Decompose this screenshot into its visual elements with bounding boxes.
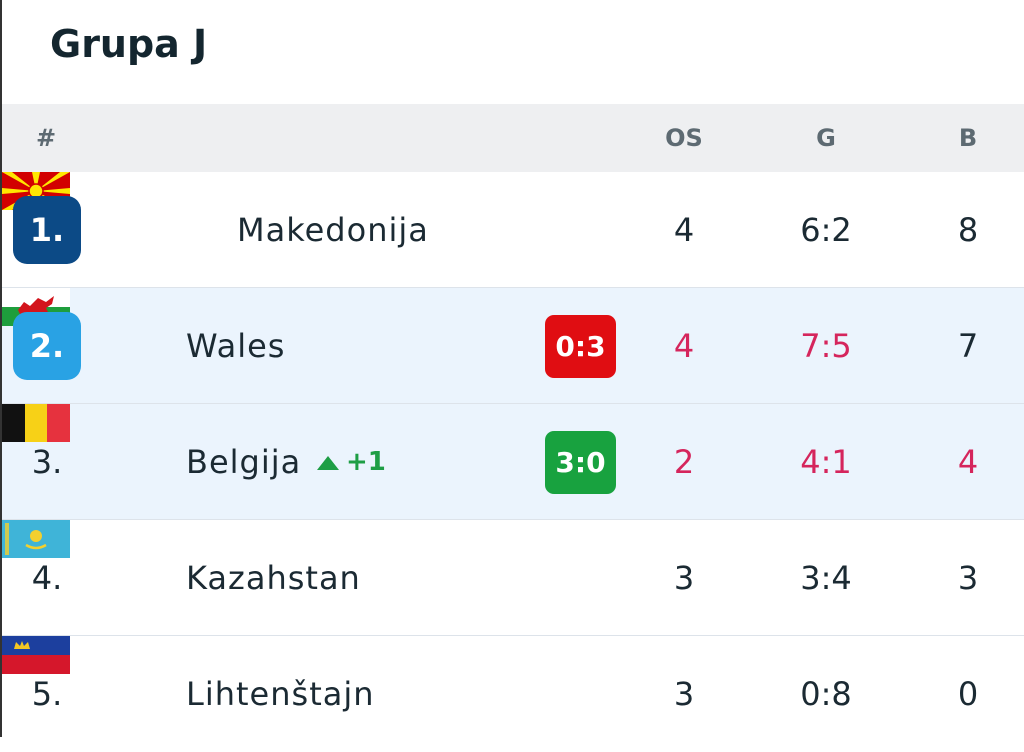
goals: 4:1 bbox=[800, 443, 852, 481]
up-arrow bbox=[317, 456, 339, 470]
goals: 6:2 bbox=[800, 211, 852, 249]
team-name: Lihtenštajn bbox=[186, 675, 375, 713]
rank: 3. bbox=[31, 443, 63, 481]
table-header: # OS G B bbox=[2, 104, 1024, 172]
os: 3 bbox=[673, 675, 695, 713]
header-g: G bbox=[816, 124, 836, 152]
team-name: Belgija bbox=[186, 443, 302, 481]
edge bbox=[0, 0, 2, 737]
points: 8 bbox=[957, 211, 979, 249]
rank: 2. bbox=[13, 312, 81, 380]
points: 7 bbox=[957, 327, 979, 365]
table-row[interactable]: 1. Makedonija 4 6:2 8 bbox=[2, 172, 1024, 288]
header-b: B bbox=[958, 124, 978, 152]
position-change: +1 bbox=[346, 447, 386, 477]
header-os: OS bbox=[665, 124, 703, 152]
points: 4 bbox=[957, 443, 979, 481]
os: 4 bbox=[673, 327, 695, 365]
flag bbox=[2, 636, 70, 674]
os: 2 bbox=[673, 443, 695, 481]
goals: 7:5 bbox=[800, 327, 852, 365]
header-rank: # bbox=[36, 124, 57, 152]
flag bbox=[2, 520, 70, 558]
table-row[interactable]: 5. Lihtenštajn 3 0:8 0 bbox=[2, 636, 1024, 752]
points: 0 bbox=[957, 675, 979, 713]
group-title: Grupa J bbox=[50, 22, 208, 66]
goals: 3:4 bbox=[800, 559, 852, 597]
table-row[interactable]: 2. Wales 0:3 4 7:5 7 bbox=[2, 288, 1024, 404]
rank: 1. bbox=[13, 196, 81, 264]
live-score: 0:3 bbox=[545, 315, 616, 378]
points: 3 bbox=[957, 559, 979, 597]
team-name: Makedonija bbox=[237, 211, 429, 249]
os: 4 bbox=[673, 211, 695, 249]
goals: 0:8 bbox=[800, 675, 852, 713]
live-score: 3:0 bbox=[545, 431, 616, 494]
rank: 4. bbox=[31, 559, 63, 597]
rank: 5. bbox=[31, 675, 63, 713]
table-row[interactable]: 4. Kazahstan 3 3:4 3 bbox=[2, 520, 1024, 636]
team-name: Kazahstan bbox=[186, 559, 361, 597]
team-name: Wales bbox=[186, 327, 286, 365]
flag bbox=[2, 404, 70, 442]
os: 3 bbox=[673, 559, 695, 597]
table-row[interactable]: 3. Belgija +1 3:0 2 4:1 4 bbox=[2, 404, 1024, 520]
